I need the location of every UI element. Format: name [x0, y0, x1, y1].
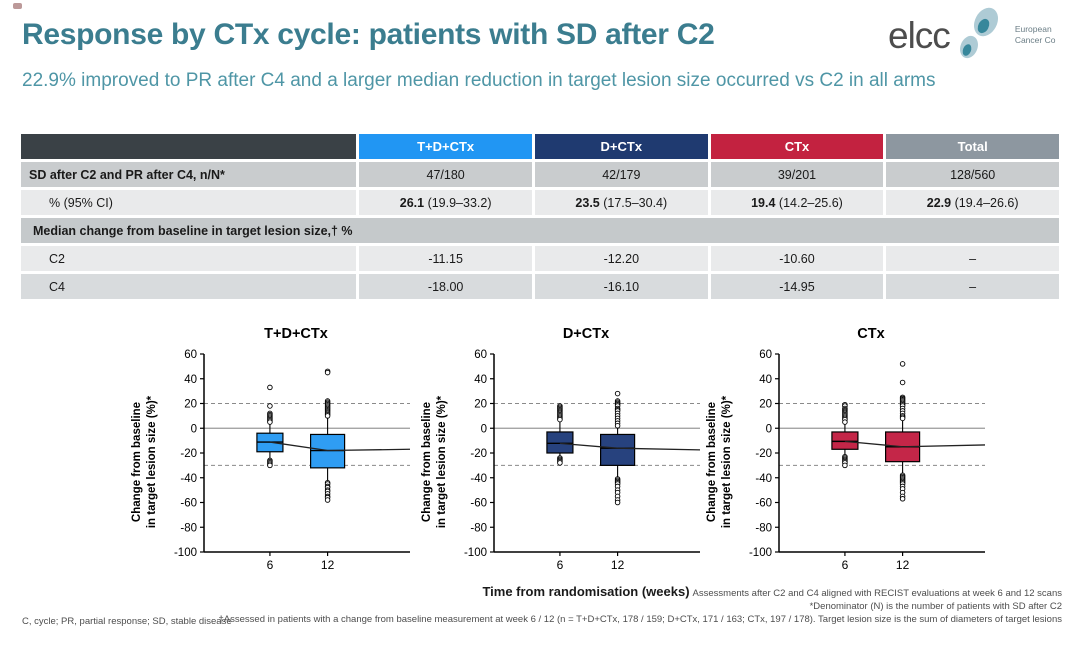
- header-tdctx: T+D+CTx: [359, 134, 532, 159]
- table-row-c2: C2 -11.15 -12.20 -10.60 –: [21, 246, 1059, 271]
- boxplot-block-dctx: D+CTx Change from baseline in target lesi…: [420, 326, 712, 578]
- svg-text:-20: -20: [470, 448, 487, 460]
- chart-title: D+CTx: [562, 326, 610, 342]
- svg-text:-60: -60: [180, 498, 197, 510]
- svg-text:-40: -40: [180, 473, 197, 485]
- svg-text:0: 0: [481, 423, 487, 435]
- svg-text:6: 6: [842, 558, 849, 572]
- page-subtitle: 22.9% improved to PR after C4 and a larg…: [22, 70, 936, 91]
- svg-text:-20: -20: [180, 448, 197, 460]
- cell-value: 26.1 (19.9–33.2): [359, 190, 532, 215]
- svg-text:-40: -40: [755, 473, 772, 485]
- svg-text:-80: -80: [470, 522, 487, 534]
- svg-text:20: 20: [474, 399, 487, 411]
- svg-text:-80: -80: [755, 522, 772, 534]
- footnote-assessments: Assessments after C2 and C4 aligned with…: [692, 588, 1062, 599]
- svg-text:12: 12: [896, 558, 910, 572]
- recording-artifact: [13, 3, 22, 9]
- results-table: T+D+CTx D+CTx CTx Total SD after C2 and …: [18, 131, 1062, 302]
- svg-text:-100: -100: [174, 547, 197, 559]
- header-total: Total: [886, 134, 1059, 159]
- svg-text:6: 6: [267, 558, 274, 572]
- footnote-denominator: *Denominator (N) is the number of patien…: [809, 600, 1062, 612]
- row-label: % (95% CI): [21, 190, 357, 215]
- cell-value: -10.60: [710, 246, 884, 271]
- elcc-wordmark: elcc: [888, 14, 951, 56]
- svg-text:20: 20: [759, 399, 772, 411]
- cell-value: 23.5 (17.5–30.4): [534, 190, 708, 215]
- cell-value: 22.9 (19.4–26.6): [886, 190, 1059, 215]
- svg-text:40: 40: [474, 374, 487, 386]
- boxplot-block-ctx: CTx Change from baseline in target lesion…: [705, 326, 997, 578]
- table-header-row: T+D+CTx D+CTx CTx Total: [21, 134, 1059, 159]
- boxplot-svg-tdctx: 60 40 20 0 -20 -40 -60 -80 -100 6 12: [174, 349, 411, 572]
- svg-text:-60: -60: [755, 498, 772, 510]
- cell-value: –: [886, 246, 1059, 271]
- chart-title: T+D+CTx: [264, 326, 328, 342]
- table-row-c4: C4 -18.00 -16.10 -14.95 –: [21, 274, 1059, 299]
- svg-text:12: 12: [321, 558, 335, 572]
- svg-text:-80: -80: [180, 522, 197, 534]
- boxplot-block-tdctx: T+D+CTx Change from baseline in target le…: [130, 326, 422, 578]
- cell-value: 47/180: [359, 162, 532, 187]
- svg-text:60: 60: [184, 349, 197, 361]
- elcc-cells-icon: [959, 7, 998, 59]
- svg-text:6: 6: [557, 558, 564, 572]
- cell-value: -11.15: [359, 246, 532, 271]
- svg-text:40: 40: [759, 374, 772, 386]
- row-label: C2: [21, 246, 357, 271]
- y-axis-label: Change from baseline in target lesion siz…: [706, 395, 733, 529]
- elcc-logo: elcc European Cancer Co: [888, 4, 1080, 66]
- footnotes-right: Assessments after C2 and C4 aligned with…: [219, 588, 1062, 626]
- svg-text:-40: -40: [470, 473, 487, 485]
- cell-value: -14.95: [710, 274, 884, 299]
- footnote-assessed: †Assessed in patients with a change from…: [218, 613, 1062, 625]
- svg-text:-20: -20: [755, 448, 772, 460]
- x-axis-label: Time from randomisation (weeks): [482, 584, 690, 599]
- boxplot-svg-ctx: 60 40 20 0 -20 -40 -60 -80 -100 6 12: [749, 349, 986, 572]
- table-row-nn: SD after C2 and PR after C4, n/N* 47/180…: [21, 162, 1059, 187]
- boxplot-svg-dctx: 60 40 20 0 -20 -40 -60 -80 -100 6 12: [464, 349, 701, 572]
- svg-text:0: 0: [766, 423, 772, 435]
- svg-text:-100: -100: [749, 547, 772, 559]
- table-section-row: Median change from baseline in target le…: [21, 218, 1059, 243]
- cell-value: 42/179: [534, 162, 708, 187]
- header-dctx: D+CTx: [534, 134, 708, 159]
- svg-text:20: 20: [184, 399, 197, 411]
- cell-value: 39/201: [710, 162, 884, 187]
- y-axis-label: Change from baseline in target lesion siz…: [131, 395, 158, 529]
- y-axis-label: Change from baseline in target lesion siz…: [421, 395, 448, 529]
- svg-text:-100: -100: [464, 547, 487, 559]
- footnote-abbreviations: C, cycle; PR, partial response; SD, stab…: [22, 616, 232, 627]
- cell-value: 128/560: [886, 162, 1059, 187]
- svg-text:0: 0: [191, 423, 197, 435]
- svg-text:60: 60: [759, 349, 772, 361]
- svg-text:-60: -60: [470, 498, 487, 510]
- cell-value: -18.00: [359, 274, 532, 299]
- page-title: Response by CTx cycle: patients with SD …: [22, 18, 715, 51]
- cell-value: –: [886, 274, 1059, 299]
- table-row-ci: % (95% CI) 26.1 (19.9–33.2) 23.5 (17.5–3…: [21, 190, 1059, 215]
- section-label: Median change from baseline in target le…: [21, 218, 1059, 243]
- cell-value: 19.4 (14.2–25.6): [710, 190, 884, 215]
- header-ctx: CTx: [710, 134, 884, 159]
- header-corner-cell: [21, 134, 357, 159]
- svg-text:40: 40: [184, 374, 197, 386]
- elcc-org-text: European Cancer Co: [1014, 24, 1056, 45]
- svg-text:60: 60: [474, 349, 487, 361]
- row-label: SD after C2 and PR after C4, n/N*: [21, 162, 357, 187]
- row-label: C4: [21, 274, 357, 299]
- cell-value: -16.10: [534, 274, 708, 299]
- svg-text:12: 12: [611, 558, 625, 572]
- chart-title: CTx: [857, 326, 885, 342]
- cell-value: -12.20: [534, 246, 708, 271]
